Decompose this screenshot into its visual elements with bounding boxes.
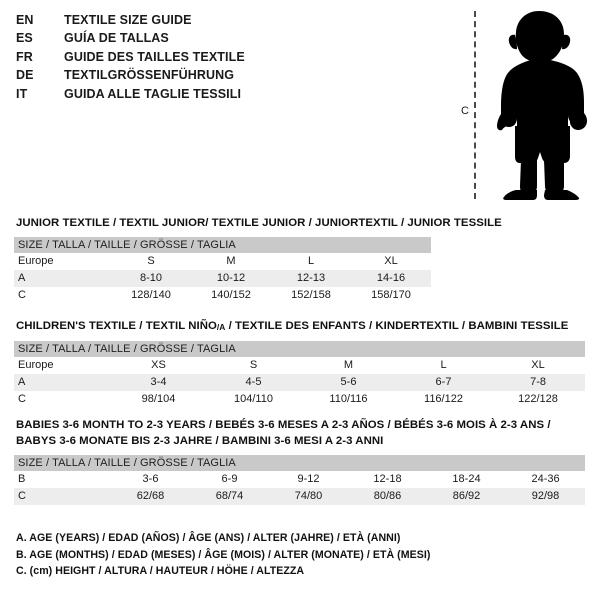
- language-title: TEXTILGRÖSSENFÜHRUNG: [64, 68, 235, 83]
- cell: L: [307, 255, 315, 267]
- row-label: C: [14, 488, 111, 505]
- height-dashed-axis: [474, 11, 476, 199]
- table-row: C 128/140 140/152 152/158 158/170: [14, 287, 431, 304]
- language-title: TEXTILE SIZE GUIDE: [64, 13, 192, 27]
- cell: 116/122: [424, 393, 463, 405]
- table-row: A 3-4 4-5 5-6 6-7 7-8: [14, 374, 586, 391]
- cell: 9-12: [297, 473, 320, 485]
- row-label: A: [14, 374, 111, 391]
- legend-row-b: B. AGE (MONTHS) / EDAD (MESES) / ÂGE (MO…: [16, 548, 431, 561]
- size-bar-label: SIZE / TALLA / TAILLE / GRÖSSE / TAGLIA: [14, 455, 586, 471]
- row-label: A: [14, 270, 111, 287]
- section-title-children: CHILDREN'S TEXTILE / TEXTIL NIÑO/A / TEX…: [0, 319, 600, 334]
- cell: M: [226, 255, 236, 267]
- cell: 98/104: [141, 393, 176, 405]
- language-row: FR GUIDE DES TAILLES TEXTILE: [16, 50, 346, 68]
- section-babies: BABIES 3-6 MONTH TO 2-3 YEARS / BEBÉS 3-…: [0, 418, 600, 505]
- cell: 152/158: [291, 289, 331, 301]
- row-label: Europe: [18, 255, 54, 267]
- row-label: C: [18, 289, 26, 301]
- cell: 92/98: [506, 488, 586, 505]
- language-row: IT GUIDA ALLE TAGLIE TESSILI: [16, 87, 346, 105]
- cell: 4-5: [206, 374, 301, 391]
- table-row: C 98/104 104/110 110/116 116/122 122/128: [14, 391, 585, 408]
- language-code: EN: [16, 13, 34, 27]
- table-row: B 3-6 6-9 9-12 12-18 18-24 24-36: [14, 471, 585, 488]
- legend-row-a: A. AGE (YEARS) / EDAD (AÑOS) / ÂGE (ANS)…: [16, 532, 401, 544]
- size-bar-label: SIZE / TALLA / TAILLE / GRÖSSE / TAGLIA: [14, 237, 431, 253]
- table-header-bar-row: SIZE / TALLA / TAILLE / GRÖSSE / TAGLIA: [14, 237, 431, 253]
- section-title-babies-line2: BABYS 3-6 MONATE BIS 2-3 JAHRE / BAMBINI…: [16, 435, 384, 447]
- cell: XL: [531, 359, 545, 371]
- section-title-junior: JUNIOR TEXTILE / TEXTIL JUNIOR/ TEXTILE …: [16, 217, 502, 229]
- cell: 5-6: [301, 374, 396, 391]
- cell: 68/74: [190, 488, 269, 505]
- cell: 14-16: [351, 270, 431, 287]
- cell: 3-4: [111, 374, 206, 391]
- section-junior: JUNIOR TEXTILE / TEXTIL JUNIOR/ TEXTILE …: [0, 216, 600, 304]
- table-row: Europe XS S M L XL: [14, 357, 585, 374]
- cell: XS: [151, 359, 166, 371]
- size-bar-label: SIZE / TALLA / TAILLE / GRÖSSE / TAGLIA: [14, 341, 586, 357]
- language-row: ES GUÍA DE TALLAS: [16, 31, 346, 49]
- babies-size-table: SIZE / TALLA / TAILLE / GRÖSSE / TAGLIA …: [14, 455, 586, 505]
- section-title-children-sub: /A: [216, 322, 226, 332]
- table-header-bar-row: SIZE / TALLA / TAILLE / GRÖSSE / TAGLIA: [14, 455, 586, 471]
- language-code: IT: [16, 86, 28, 101]
- children-size-table: SIZE / TALLA / TAILLE / GRÖSSE / TAGLIA …: [14, 341, 586, 408]
- language-code: DE: [16, 68, 34, 83]
- cell: 158/170: [371, 289, 411, 301]
- cell: 140/152: [211, 289, 251, 301]
- table-row: A 8-10 10-12 12-13 14-16: [14, 270, 431, 287]
- cell: 12-18: [373, 473, 402, 485]
- cell: 128/140: [131, 289, 171, 301]
- cell: 6-9: [221, 473, 238, 485]
- section-title-babies-line1: BABIES 3-6 MONTH TO 2-3 YEARS / BEBÉS 3-…: [16, 419, 551, 431]
- language-header-block: EN TEXTILE SIZE GUIDE ES GUÍA DE TALLAS …: [16, 13, 346, 105]
- row-label: C: [18, 393, 26, 405]
- section-title-children-part2: / TEXTILE DES ENFANTS / KINDERTEXTIL / B…: [225, 320, 569, 332]
- section-title-children-part1: CHILDREN'S TEXTILE / TEXTIL NIÑO: [16, 320, 217, 332]
- measurement-figure: C: [440, 0, 600, 210]
- cell: 74/80: [269, 488, 348, 505]
- language-row: DE TEXTILGRÖSSENFÜHRUNG: [16, 68, 346, 86]
- cell: 8-10: [111, 270, 191, 287]
- cell: 10-12: [191, 270, 271, 287]
- table-row: C 62/68 68/74 74/80 80/86 86/92 92/98: [14, 488, 586, 505]
- legend-block: A. AGE (YEARS) / EDAD (AÑOS) / ÂGE (ANS)…: [16, 530, 576, 580]
- legend-row-c: C. (cm) HEIGHT / ALTURA / HAUTEUR / HÖHE…: [16, 565, 305, 577]
- row-label: Europe: [18, 359, 54, 371]
- cell: L: [440, 359, 447, 371]
- cell: 3-6: [142, 473, 159, 485]
- row-label: B: [18, 473, 26, 485]
- cell: 12-13: [271, 270, 351, 287]
- cell: 110/116: [329, 393, 368, 405]
- cell: S: [147, 255, 155, 267]
- cell: M: [343, 359, 354, 371]
- junior-size-table: SIZE / TALLA / TAILLE / GRÖSSE / TAGLIA …: [14, 237, 431, 304]
- height-measure-label: C: [459, 105, 471, 118]
- language-title: GUIDE DES TAILLES TEXTILE: [64, 49, 245, 64]
- section-children: CHILDREN'S TEXTILE / TEXTIL NIÑO/A / TEX…: [0, 319, 600, 408]
- language-code: FR: [16, 49, 33, 64]
- table-row: Europe S M L XL: [14, 253, 431, 270]
- cell: S: [249, 359, 258, 371]
- language-row: EN TEXTILE SIZE GUIDE: [16, 13, 346, 31]
- toddler-silhouette-icon: [497, 11, 587, 200]
- cell: 104/110: [234, 393, 273, 405]
- cell: 80/86: [348, 488, 427, 505]
- cell: 86/92: [427, 488, 506, 505]
- cell: 62/68: [111, 488, 190, 505]
- language-title: GUÍA DE TALLAS: [64, 31, 169, 46]
- table-header-bar-row: SIZE / TALLA / TAILLE / GRÖSSE / TAGLIA: [14, 341, 586, 357]
- cell: XL: [384, 255, 398, 267]
- cell: 122/128: [518, 393, 558, 405]
- language-title: GUIDA ALLE TAGLIE TESSILI: [64, 86, 242, 101]
- cell: 18-24: [452, 473, 481, 485]
- language-code: ES: [16, 31, 33, 46]
- cell: 7-8: [491, 374, 586, 391]
- cell: 24-36: [531, 473, 560, 485]
- cell: 6-7: [396, 374, 491, 391]
